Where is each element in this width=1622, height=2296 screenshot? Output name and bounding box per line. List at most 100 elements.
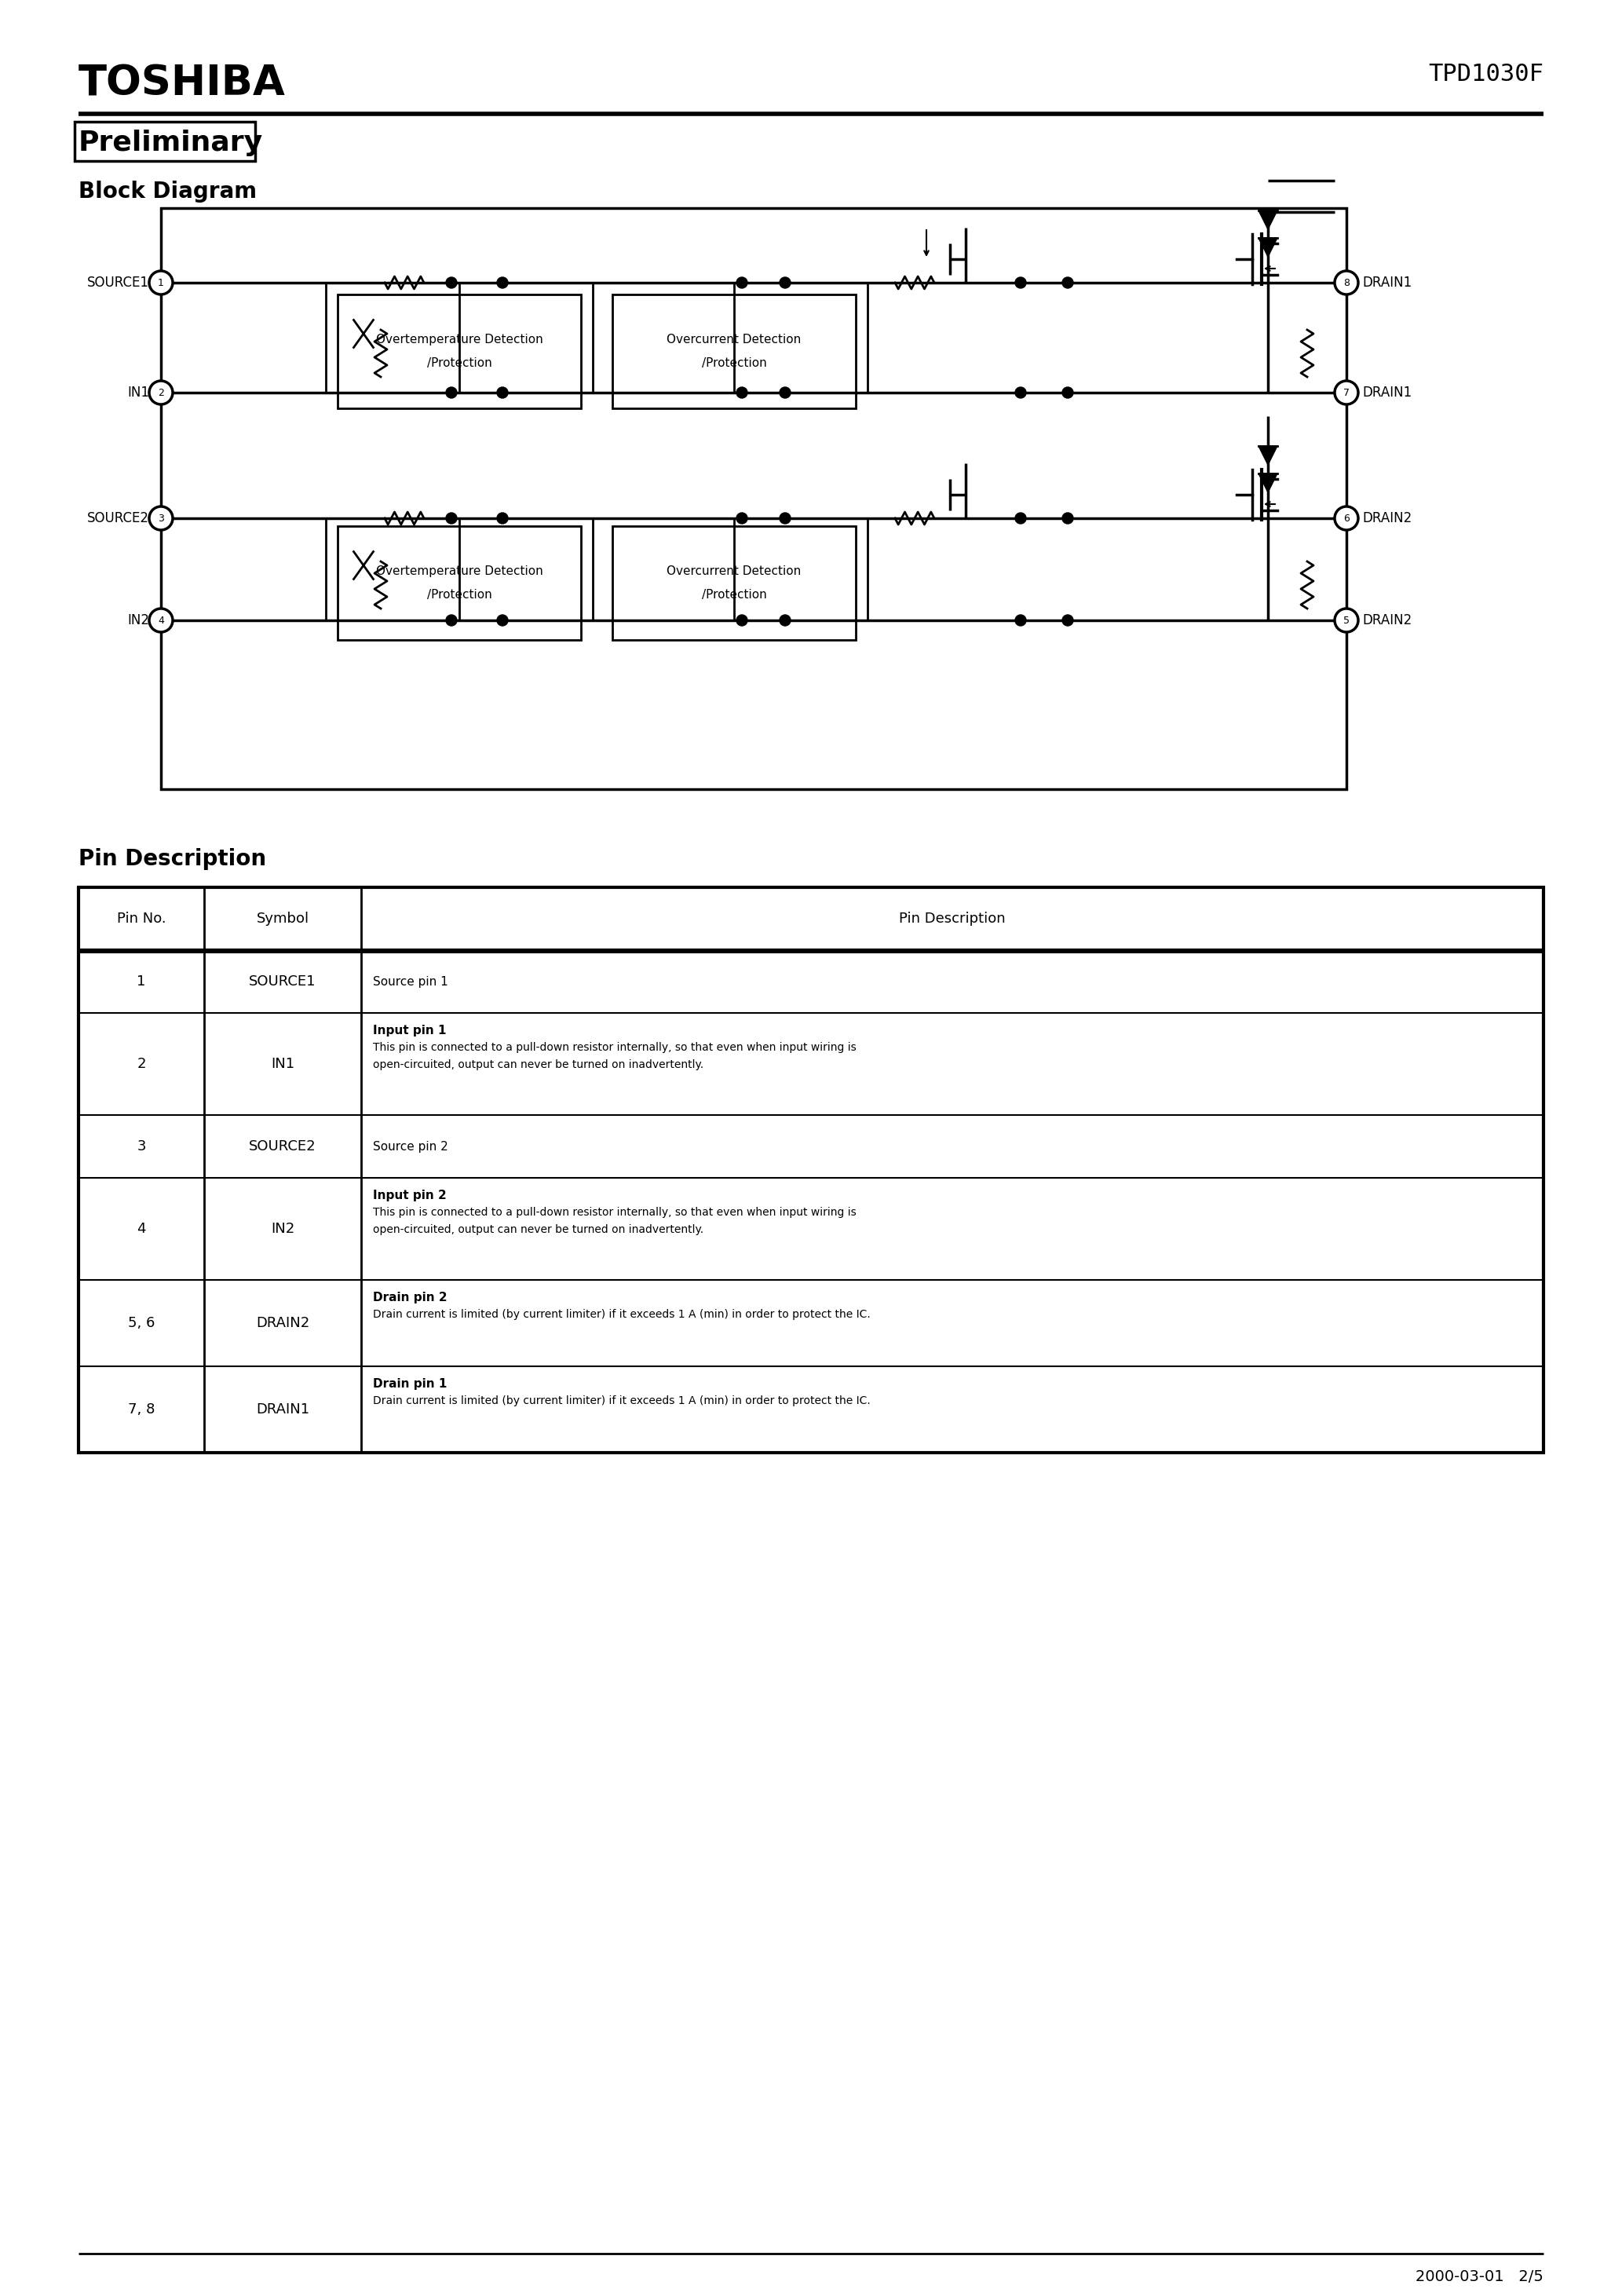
Text: Drain current is limited (by current limiter) if it exceeds 1 A (min) in order t: Drain current is limited (by current lim… (373, 1309, 871, 1320)
Text: Symbol: Symbol (256, 912, 308, 925)
Text: 8: 8 (1343, 278, 1350, 287)
Text: Drain pin 2: Drain pin 2 (373, 1293, 448, 1304)
Text: IN1: IN1 (271, 1056, 295, 1070)
Bar (613, 294, 856, 409)
Text: /Protection: /Protection (427, 358, 491, 370)
Circle shape (1335, 608, 1358, 631)
Text: SOURCE1: SOURCE1 (88, 276, 149, 289)
Text: 7: 7 (1343, 388, 1350, 397)
Text: TOSHIBA: TOSHIBA (78, 62, 285, 103)
Circle shape (149, 608, 172, 631)
Circle shape (496, 278, 508, 289)
Text: Overtemperature Detection: Overtemperature Detection (376, 565, 543, 576)
Text: open-circuited, output can never be turned on inadvertently.: open-circuited, output can never be turn… (373, 1224, 704, 1235)
Text: SOURCE1: SOURCE1 (250, 974, 316, 990)
Text: IN2: IN2 (271, 1221, 295, 1235)
Circle shape (736, 278, 748, 289)
Bar (337, 526, 581, 641)
Text: DRAIN2: DRAIN2 (1362, 512, 1411, 526)
Circle shape (780, 512, 790, 523)
Text: TPD1030F: TPD1030F (1427, 62, 1544, 85)
Bar (78, 886, 1544, 1453)
Circle shape (1062, 615, 1074, 627)
Text: Preliminary: Preliminary (78, 129, 263, 156)
Text: /Protection: /Protection (427, 588, 491, 602)
Circle shape (496, 512, 508, 523)
Text: Overtemperature Detection: Overtemperature Detection (376, 333, 543, 344)
Circle shape (1015, 512, 1027, 523)
Text: Input pin 1: Input pin 1 (373, 1024, 446, 1035)
Circle shape (1015, 615, 1027, 627)
Circle shape (496, 388, 508, 397)
Circle shape (149, 271, 172, 294)
Text: 1: 1 (157, 278, 164, 287)
Text: DRAIN1: DRAIN1 (256, 1403, 310, 1417)
Text: 5, 6: 5, 6 (128, 1316, 154, 1329)
Text: IN1: IN1 (127, 386, 149, 400)
Text: 3: 3 (157, 512, 164, 523)
Text: 3: 3 (136, 1139, 146, 1153)
Polygon shape (1259, 239, 1278, 257)
Text: DRAIN1: DRAIN1 (1362, 386, 1411, 400)
Text: 6: 6 (1343, 512, 1350, 523)
Bar (75, 122, 255, 161)
Text: 1: 1 (136, 974, 146, 990)
Text: /Protection: /Protection (702, 358, 767, 370)
Text: IN2: IN2 (127, 613, 149, 627)
Text: This pin is connected to a pull-down resistor internally, so that even when inpu: This pin is connected to a pull-down res… (373, 1042, 856, 1054)
Circle shape (446, 512, 457, 523)
Circle shape (1062, 512, 1074, 523)
Text: Source pin 1: Source pin 1 (373, 976, 448, 987)
Circle shape (446, 615, 457, 627)
Polygon shape (1259, 473, 1278, 491)
Circle shape (1062, 388, 1074, 397)
Circle shape (1335, 271, 1358, 294)
Circle shape (149, 507, 172, 530)
Circle shape (1335, 507, 1358, 530)
Circle shape (446, 388, 457, 397)
Text: SOURCE2: SOURCE2 (250, 1139, 316, 1153)
Text: DRAIN2: DRAIN2 (1362, 613, 1411, 627)
Circle shape (446, 278, 457, 289)
Text: This pin is connected to a pull-down resistor internally, so that even when inpu: This pin is connected to a pull-down res… (373, 1208, 856, 1217)
Text: Overcurrent Detection: Overcurrent Detection (667, 565, 801, 576)
Circle shape (780, 615, 790, 627)
Circle shape (780, 278, 790, 289)
Text: Drain pin 1: Drain pin 1 (373, 1378, 448, 1389)
Circle shape (149, 381, 172, 404)
Text: open-circuited, output can never be turned on inadvertently.: open-circuited, output can never be turn… (373, 1058, 704, 1070)
Text: 2000-03-01   2/5: 2000-03-01 2/5 (1416, 2268, 1544, 2285)
Circle shape (736, 388, 748, 397)
Text: 4: 4 (136, 1221, 146, 1235)
Text: Pin Description: Pin Description (78, 847, 266, 870)
Polygon shape (1259, 211, 1278, 230)
Text: Pin No.: Pin No. (117, 912, 165, 925)
Text: Overcurrent Detection: Overcurrent Detection (667, 333, 801, 344)
Text: /Protection: /Protection (702, 588, 767, 602)
Text: 2: 2 (136, 1056, 146, 1070)
Circle shape (1335, 381, 1358, 404)
Circle shape (496, 615, 508, 627)
Circle shape (1015, 278, 1027, 289)
Bar (78, 886, 1544, 951)
Text: Drain current is limited (by current limiter) if it exceeds 1 A (min) in order t: Drain current is limited (by current lim… (373, 1396, 871, 1407)
Text: 7, 8: 7, 8 (128, 1403, 154, 1417)
Text: DRAIN1: DRAIN1 (1362, 276, 1411, 289)
Bar (161, 209, 1346, 790)
Text: Block Diagram: Block Diagram (78, 181, 256, 202)
Text: Input pin 2: Input pin 2 (373, 1189, 446, 1201)
Bar (337, 294, 581, 409)
Text: Source pin 2: Source pin 2 (373, 1141, 448, 1153)
Circle shape (1062, 278, 1074, 289)
Text: 4: 4 (157, 615, 164, 625)
Text: Pin Description: Pin Description (899, 912, 1006, 925)
Polygon shape (1259, 445, 1278, 464)
Circle shape (736, 512, 748, 523)
Text: 2: 2 (157, 388, 164, 397)
Circle shape (1015, 388, 1027, 397)
Circle shape (780, 388, 790, 397)
Bar (613, 526, 856, 641)
Text: SOURCE2: SOURCE2 (88, 512, 149, 526)
Text: DRAIN2: DRAIN2 (256, 1316, 310, 1329)
Text: 5: 5 (1343, 615, 1350, 625)
